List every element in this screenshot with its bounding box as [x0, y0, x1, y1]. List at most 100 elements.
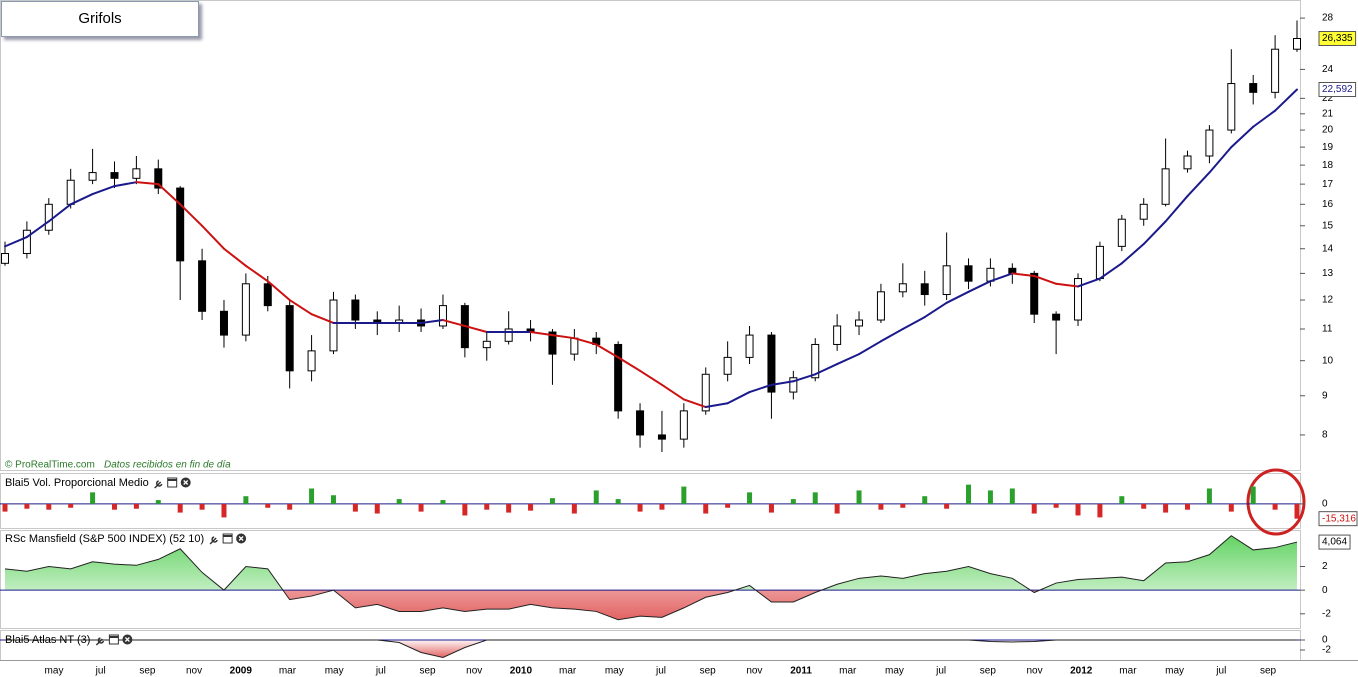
candle-body — [876, 291, 885, 321]
bar — [46, 503, 52, 510]
y-tick-label: 28 — [1322, 13, 1334, 24]
x-tick-label: sep — [419, 666, 436, 677]
bar — [812, 492, 818, 504]
bar — [549, 498, 555, 504]
y-tick-label: 2 — [1322, 561, 1328, 572]
candle-body — [66, 179, 75, 205]
moving-average — [1252, 109, 1277, 128]
y-tick-label: 22 — [1322, 93, 1334, 104]
window-button[interactable] — [222, 533, 233, 544]
bar — [484, 503, 490, 510]
moving-average — [1011, 272, 1036, 277]
moving-average — [441, 319, 466, 327]
x-tick-label: may — [885, 666, 904, 677]
candle-body — [1293, 37, 1301, 50]
y-tick-label: 14 — [1322, 243, 1334, 254]
bar — [659, 503, 665, 510]
bar — [1031, 503, 1037, 514]
bar — [878, 503, 884, 510]
moving-average — [1142, 220, 1167, 246]
candle-body — [964, 265, 973, 282]
x-tick-label: nov — [746, 666, 762, 677]
candle-body — [1030, 272, 1039, 315]
bar — [703, 503, 709, 514]
x-tick-label: may — [1165, 666, 1184, 677]
moving-average — [1164, 195, 1189, 223]
moving-average — [266, 280, 291, 302]
candle-body — [920, 283, 929, 296]
settings-button[interactable] — [95, 637, 105, 646]
y-tick-label: 19 — [1322, 142, 1334, 153]
moving-average — [69, 193, 94, 206]
x-tick-label: nov — [1026, 666, 1042, 677]
candle-body — [1117, 218, 1126, 247]
candle-body — [504, 328, 513, 342]
bar — [1185, 503, 1191, 510]
value-label-box — [1318, 511, 1358, 527]
panel-title: Blai5 Atlas NT (3) — [5, 634, 90, 646]
moving-average — [639, 369, 663, 386]
bar — [199, 503, 205, 510]
candle-body — [132, 168, 141, 179]
moving-average — [1274, 88, 1298, 112]
x-tick-label: jul — [655, 666, 666, 677]
bar — [1075, 503, 1081, 516]
candle-body — [110, 172, 119, 179]
settings-button[interactable] — [209, 536, 218, 545]
y-tick-label: 10 — [1322, 355, 1334, 366]
candle-body — [88, 172, 97, 181]
bar — [155, 500, 161, 504]
candle-body — [198, 260, 207, 312]
y-tick-label: 18 — [1322, 160, 1334, 171]
settings-button[interactable] — [154, 480, 163, 489]
candle-body — [22, 229, 31, 255]
bar — [374, 503, 380, 514]
candle-body — [657, 434, 666, 440]
bar — [396, 499, 402, 504]
area-positive — [5, 535, 1297, 591]
candle-body — [219, 310, 228, 336]
x-tick-label: 2009 — [230, 666, 253, 677]
candle-body — [307, 350, 316, 372]
candle-body — [1139, 203, 1148, 220]
moving-average — [1120, 243, 1145, 265]
bar — [1163, 503, 1169, 513]
candle-body — [241, 283, 250, 336]
moving-average — [1230, 125, 1255, 149]
moving-average — [836, 353, 861, 366]
candle-body — [1271, 48, 1280, 93]
window-button[interactable] — [108, 634, 119, 645]
window-button[interactable] — [167, 477, 178, 488]
candle-body — [745, 334, 754, 358]
moving-average — [879, 327, 904, 343]
moving-average — [288, 299, 313, 316]
bar — [966, 484, 972, 504]
candle-body — [767, 334, 776, 393]
moving-average — [91, 185, 116, 196]
bar — [90, 492, 96, 504]
highlight-circle — [1246, 468, 1306, 536]
bar — [418, 503, 424, 512]
candle-body — [855, 319, 864, 327]
value-label: 4,064 — [1322, 537, 1347, 548]
candle-body — [1074, 278, 1083, 321]
value-label-box — [1318, 534, 1351, 550]
bar — [352, 503, 358, 512]
moving-average — [682, 398, 707, 409]
bar — [221, 503, 227, 518]
panel-title: RSc Mansfield (S&P 500 INDEX) (52 10) — [5, 533, 204, 545]
y-tick-label: 17 — [1322, 179, 1334, 190]
value-label: 22,592 — [1322, 84, 1353, 95]
bar — [922, 496, 928, 504]
y-tick-label: 20 — [1322, 125, 1334, 136]
bar — [944, 503, 950, 509]
bar — [1009, 488, 1015, 504]
bar — [1053, 503, 1059, 508]
bar — [900, 503, 906, 508]
candle-body — [482, 340, 491, 349]
candle-body — [351, 299, 360, 321]
moving-average — [858, 340, 882, 356]
moving-average — [617, 356, 642, 372]
candle-body — [548, 331, 557, 355]
bar — [440, 500, 446, 504]
